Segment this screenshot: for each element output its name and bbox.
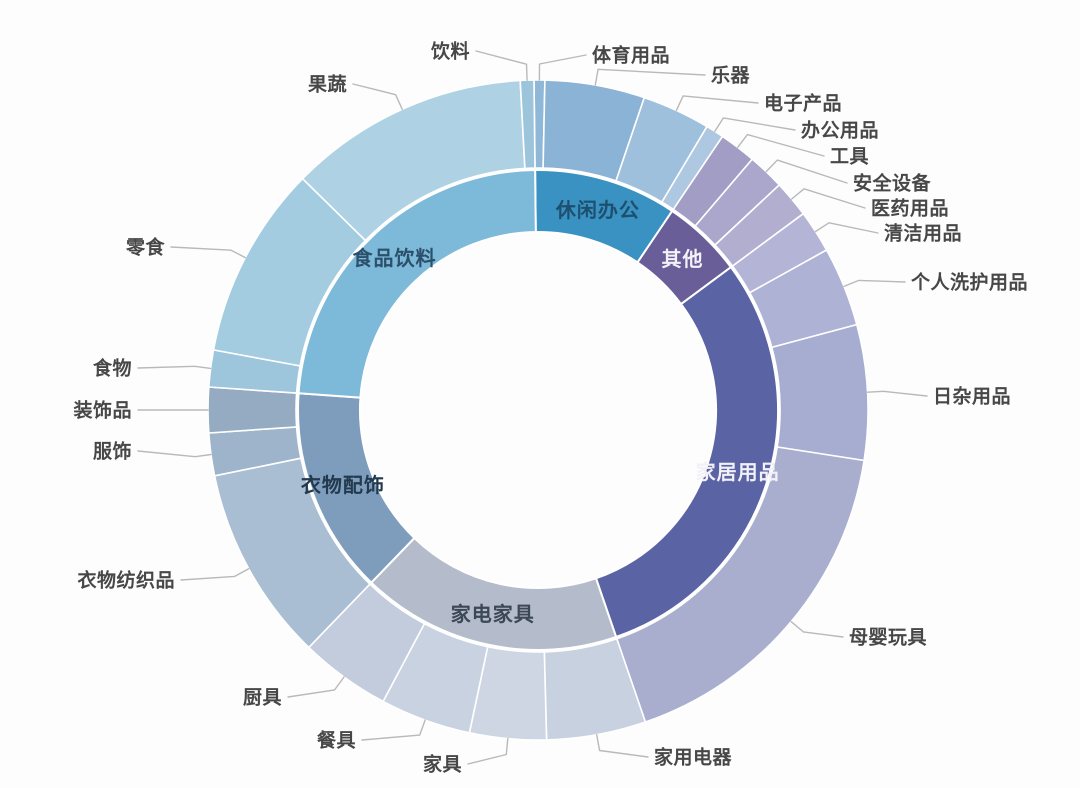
leader-fruits-vegetables <box>352 83 403 110</box>
leader-clothing-textiles <box>180 568 250 581</box>
leader-daily-sundries <box>866 390 928 397</box>
segment-daily-sundries[interactable] <box>771 323 869 462</box>
callout-label-tools: 工具 <box>830 146 869 168</box>
leader-home-appliances <box>596 734 649 758</box>
callout-label-tableware: 餐具 <box>317 729 356 752</box>
leader-beverages <box>475 50 528 81</box>
callout-label-daily-sundries: 日杂用品 <box>933 386 1011 408</box>
callout-label-musical-instruments: 乐器 <box>711 65 751 87</box>
leader-lines <box>137 50 928 765</box>
callout-label-personal-care: 个人洗护用品 <box>910 271 1028 294</box>
inner-label-household-goods: 家居用品 <box>696 460 780 484</box>
leader-office-supplies <box>714 117 796 133</box>
callout-label-snacks: 零食 <box>125 236 166 259</box>
leader-musical-instruments <box>594 68 706 86</box>
inner-label-other: 其他 <box>662 247 704 271</box>
callout-label-medical-supplies: 医药用品 <box>871 197 949 220</box>
callout-label-decorations: 装饰品 <box>72 399 132 422</box>
leader-baby-toys <box>790 621 844 638</box>
leader-snacks <box>170 246 247 259</box>
inner-label-leisure-office: 休闲办公 <box>555 198 640 222</box>
inner-ring <box>297 168 779 651</box>
leader-apparel <box>137 450 212 458</box>
leader-furniture <box>467 737 509 765</box>
callout-label-beverages: 饮料 <box>430 40 470 63</box>
callout-label-apparel: 服饰 <box>93 440 132 463</box>
leader-personal-care <box>843 279 906 288</box>
callout-label-sports-goods: 体育用品 <box>592 44 670 67</box>
callout-label-safety-equipment: 安全设备 <box>853 172 932 195</box>
segment-food-beverage[interactable] <box>297 169 537 399</box>
callout-label-home-appliances: 家用电器 <box>654 746 733 769</box>
leader-safety-equipment <box>765 159 848 184</box>
callout-label-fruits-vegetables: 果蔬 <box>307 73 347 96</box>
callout-label-clothing-textiles: 衣物纺织品 <box>77 569 175 592</box>
leader-medical-supplies <box>791 188 866 209</box>
outer-ring <box>207 79 869 741</box>
callout-label-office-supplies: 办公用品 <box>801 119 879 142</box>
callout-label-food: 食物 <box>93 357 132 380</box>
leader-tableware <box>361 719 426 741</box>
leader-sports-goods <box>538 54 587 81</box>
leader-kitchenware <box>287 676 345 698</box>
segment-beverages[interactable] <box>519 79 536 170</box>
inner-label-food-beverage: 食品饮料 <box>353 246 437 270</box>
leader-cleaning-supplies <box>814 222 879 234</box>
callout-label-baby-toys: 母婴玩具 <box>849 627 927 649</box>
leader-food <box>137 365 212 370</box>
callout-label-electronics: 电子产品 <box>764 92 842 115</box>
segment-decorations[interactable] <box>207 386 298 434</box>
callout-label-kitchenware: 厨具 <box>243 687 282 709</box>
inner-label-appliances-furniture: 家电家具 <box>451 602 535 626</box>
callout-label-cleaning-supplies: 清洁用品 <box>884 222 962 245</box>
inner-label-clothing-accessories: 衣物配饰 <box>301 473 385 497</box>
leader-electronics <box>675 95 759 112</box>
callout-label-furniture: 家具 <box>423 753 462 776</box>
leader-tools <box>737 133 825 157</box>
